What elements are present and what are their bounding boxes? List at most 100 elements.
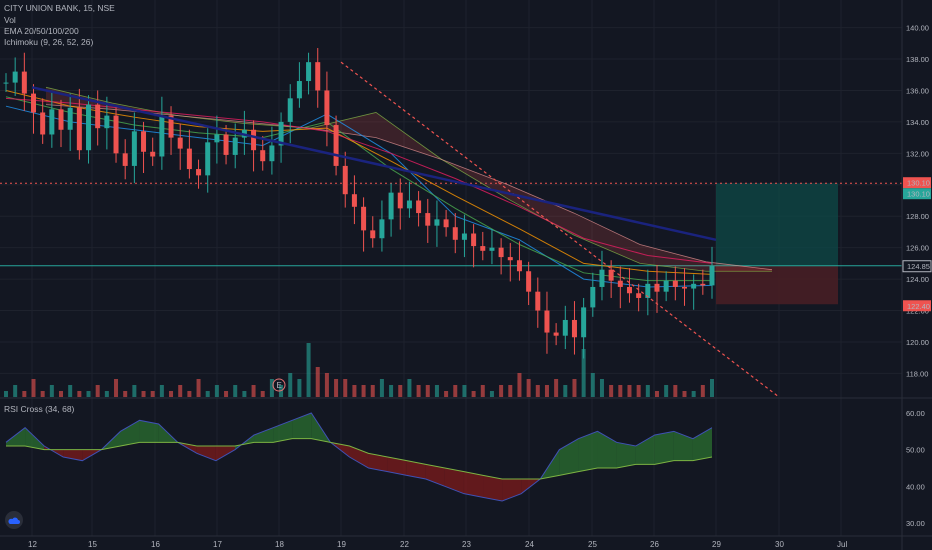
cloud-span-b (45, 104, 773, 271)
tradingview-logo-icon[interactable] (5, 511, 23, 529)
symbol-title[interactable]: CITY UNION BANK, 15, NSE (4, 3, 115, 13)
volume-legend[interactable]: Vol (4, 15, 16, 25)
volume-bar (224, 391, 229, 397)
candle-body (379, 219, 385, 239)
candle-body (122, 153, 128, 166)
candle-body (452, 227, 458, 240)
time-tick-label: 16 (151, 540, 160, 549)
volume-bar (95, 385, 100, 397)
volume-bar (141, 391, 146, 397)
trendline-0[interactable] (340, 61, 780, 398)
time-tick-label: 12 (28, 540, 37, 549)
price-tick-label: 132.00 (906, 149, 929, 158)
candle-body (186, 148, 192, 170)
volume-bar (196, 379, 201, 397)
rsi-fill-segment (6, 427, 26, 446)
volume-bar (434, 385, 439, 397)
candle-body (507, 257, 513, 261)
volume-bar (526, 379, 531, 397)
price-tick-label: 118.00 (906, 369, 928, 378)
candle-body (12, 71, 18, 83)
trendlines[interactable] (31, 61, 780, 398)
volume-bar (425, 385, 430, 397)
volume-bar (77, 391, 82, 397)
candle-body (443, 219, 449, 228)
candle-body (351, 194, 357, 207)
rsi-fill-segment (139, 420, 159, 443)
rsi-fill-segment (597, 431, 617, 468)
volume-bar (489, 391, 494, 397)
candle-body (617, 280, 623, 287)
price-tick-label: 124.00 (906, 275, 929, 284)
candle-body (287, 98, 293, 122)
rsi-fill-segment (654, 431, 674, 465)
price-tick-label: 120.00 (906, 338, 929, 347)
price-tick-label: 134.00 (906, 118, 929, 127)
rsi-fill-segment (254, 427, 274, 443)
rsi-slow-line (6, 438, 713, 480)
volume-bar (544, 385, 549, 397)
rsi-legend[interactable]: RSI Cross (34, 68) (4, 404, 75, 414)
price-label-current (902, 260, 932, 273)
time-axis: 12 15 16 17 18 19 22 23 24 25 26 29 30 Jul (28, 540, 847, 549)
price-label-text-current: 124.85 (907, 262, 930, 271)
volume-bar (13, 385, 18, 397)
rsi-fill-segment (463, 471, 484, 498)
candle-body (535, 291, 541, 311)
volume-bar (352, 385, 357, 397)
candle-body (700, 283, 706, 286)
volume-bar (499, 385, 504, 397)
candle-body (214, 134, 220, 143)
volume-bar (398, 385, 403, 397)
volume-bar (4, 391, 8, 397)
candle-body (581, 307, 587, 338)
candle-body (67, 107, 73, 130)
trendline-1[interactable] (31, 86, 717, 242)
candle-body (150, 151, 156, 157)
candle-body (131, 131, 137, 166)
candle-body (58, 109, 64, 130)
price-tick-label: 140.00 (906, 24, 929, 33)
time-tick-label: Jul (837, 540, 847, 549)
volume-bar (169, 391, 174, 397)
candle-body (278, 121, 284, 146)
profit-zone[interactable] (716, 183, 838, 266)
rsi-fill-segment (406, 460, 426, 479)
volume-bar (636, 385, 641, 397)
ema-legend[interactable]: EMA 20/50/100/200 (4, 26, 79, 36)
candle-body (49, 109, 55, 135)
volume-bar (22, 391, 27, 397)
candle-body (333, 125, 339, 166)
volume-bar (691, 391, 696, 397)
volume-bar (361, 385, 366, 397)
candle-body (177, 137, 183, 149)
volume-bar (710, 379, 714, 397)
candle-body (342, 165, 348, 195)
volume-bar (260, 391, 265, 397)
rsi-fill-segment (196, 446, 216, 461)
rsi-tick-label: 50.00 (906, 446, 925, 455)
candle-body (461, 233, 467, 240)
rsi-fill-segment (368, 453, 388, 472)
candle-body (223, 134, 229, 155)
volume-bar (205, 391, 210, 397)
ema-line (5, 105, 713, 288)
loss-zone[interactable] (716, 265, 838, 305)
earnings-marker[interactable]: E (272, 378, 286, 392)
volume-bar (599, 379, 604, 397)
position-tool[interactable] (0, 182, 902, 305)
price-axis: 140.00138.00136.00134.00132.00130.00128.… (902, 24, 932, 378)
cloud-icon (8, 517, 20, 524)
rsi-fill-segment (616, 442, 636, 468)
volume-bar (242, 391, 247, 397)
candle-body (324, 90, 330, 126)
volume-bar (517, 373, 522, 397)
ema-line (5, 89, 713, 275)
ichimoku-legend[interactable]: Ichimoku (9, 26, 52, 26) (4, 37, 94, 47)
candle-body (434, 219, 440, 226)
price-label-entry (903, 188, 931, 200)
candle-body (104, 115, 110, 129)
ichimoku-cloud (45, 86, 773, 272)
earnings-circle[interactable] (272, 378, 286, 392)
